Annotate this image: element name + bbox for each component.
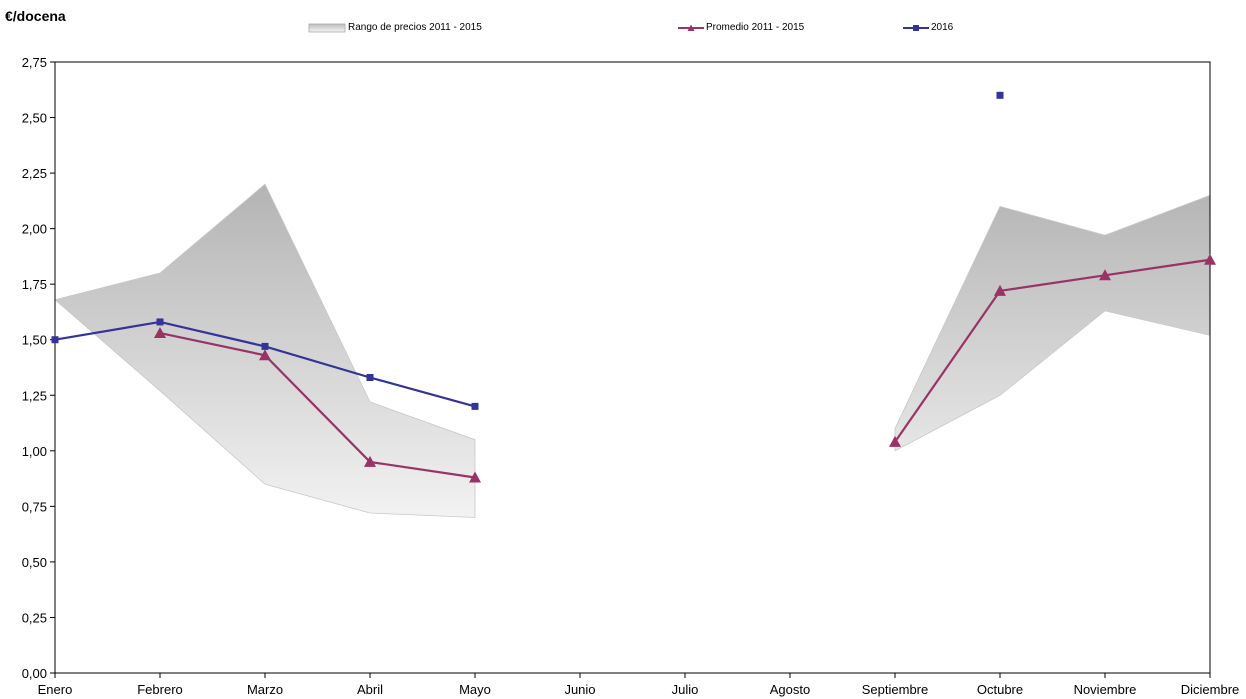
x-tick-label: Septiembre [862,682,928,697]
series-point-promedio [1099,269,1111,281]
y-tick-label: 0,00 [22,666,47,681]
legend-swatch-2016 [903,24,929,31]
series-point-promedio [364,455,376,467]
series-point-promedio [889,435,901,447]
x-tick-label: Junio [564,682,595,697]
legend-item-2016: 2016 [903,22,953,33]
legend: Rango de precios 2011 - 2015 Promedio 20… [0,22,1246,38]
y-tick-label: 2,00 [22,222,47,237]
series-line-promedio [159,331,476,479]
series-point-s2016 [996,91,1004,99]
series-point-promedio [1204,253,1216,265]
range-band-1 [894,194,1211,452]
y-tick-label: 2,75 [22,55,47,70]
y-tick-label: 2,25 [22,166,47,181]
x-tick-label: Diciembre [1181,682,1240,697]
y-tick-label: 1,00 [22,444,47,459]
legend-swatch-promedio [678,24,704,31]
series-line-promedio [894,258,1211,443]
y-tick-label: 2,50 [22,111,47,126]
series-point-promedio [259,349,271,361]
series-point-s2016 [366,373,374,381]
series-point-promedio [154,327,166,339]
legend-label-range: Rango de precios 2011 - 2015 [348,22,482,33]
series-point-s2016 [471,402,479,410]
legend-item-range: Rango de precios 2011 - 2015 [308,22,482,33]
x-tick-label: Noviembre [1074,682,1137,697]
plot-frame [54,61,1211,674]
legend-label-2016: 2016 [931,22,954,33]
x-tick-label: Febrero [137,682,183,697]
x-tick-label: Octubre [977,682,1023,697]
y-tick-label: 0,50 [22,555,47,570]
x-tick-label: Agosto [770,682,810,697]
y-tick-label: 1,75 [22,277,47,292]
x-tick-label: Enero [38,682,73,697]
series-point-s2016 [51,336,59,344]
series-point-promedio [994,284,1006,296]
x-tick-label: Mayo [459,682,491,697]
legend-item-promedio: Promedio 2011 - 2015 [678,22,804,33]
legend-swatch-range [308,23,346,32]
y-tick-label: 1,50 [22,333,47,348]
series-point-promedio [469,471,481,483]
y-tick-label: 1,25 [22,388,47,403]
series-point-s2016 [261,342,269,350]
x-tick-label: Marzo [247,682,283,697]
series-point-s2016 [156,318,164,326]
x-tick-label: Abril [357,682,383,697]
y-axis-title: €/docena [5,8,66,24]
y-tick-label: 0,25 [22,610,47,625]
y-tick-label: 0,75 [22,499,47,514]
x-tick-label: Julio [672,682,699,697]
legend-label-promedio: Promedio 2011 - 2015 [706,22,805,33]
